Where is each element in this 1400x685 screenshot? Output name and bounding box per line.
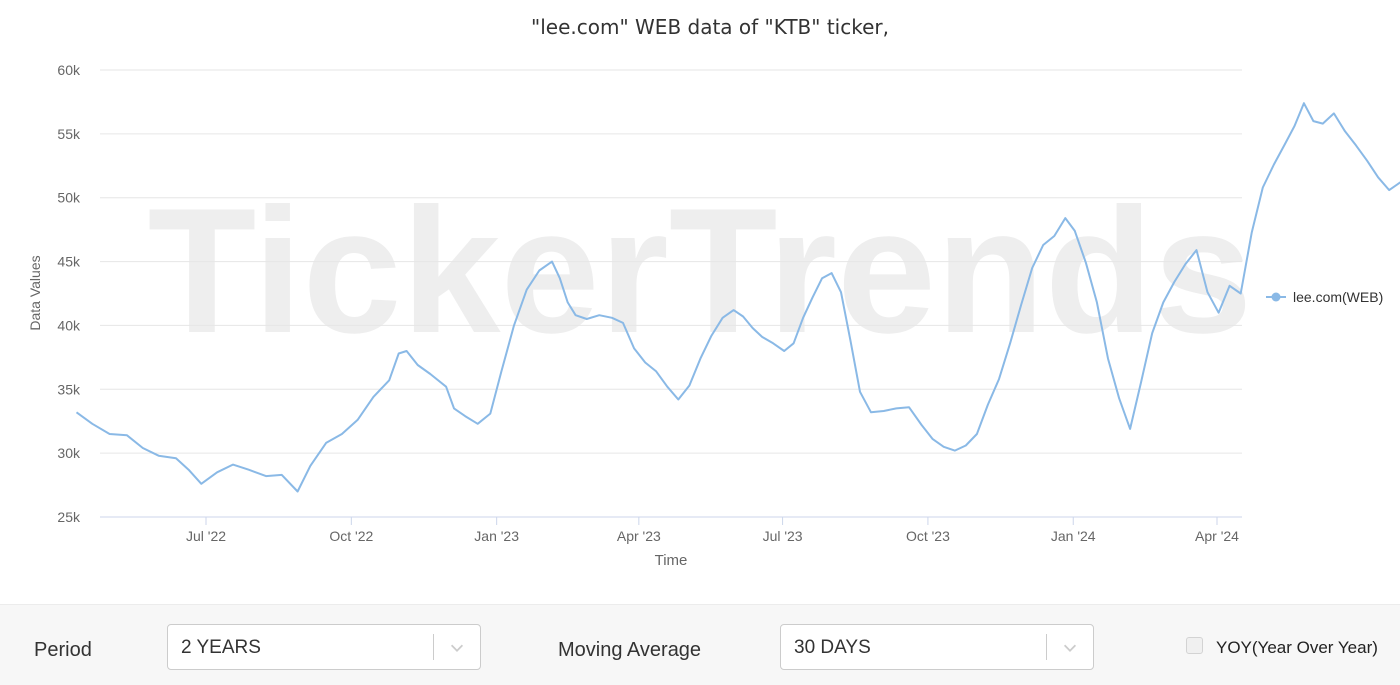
y-axis-ticks: 25k 30k 35k 40k 45k 50k 55k 60k: [57, 62, 81, 525]
y-tick-label: 60k: [57, 62, 81, 78]
moving-average-label: Moving Average: [558, 639, 701, 662]
controls-bar: Period 2 YEARS Moving Average 30 DAYS YO…: [0, 604, 1400, 685]
select-separator: [433, 634, 434, 660]
y-axis-label: Data Values: [27, 255, 43, 330]
y-tick-label: 50k: [57, 190, 81, 206]
moving-average-select-value: 30 DAYS: [794, 637, 871, 659]
period-select-value: 2 YEARS: [181, 637, 261, 659]
yoy-checkbox[interactable]: [1186, 637, 1203, 654]
y-tick-label: 40k: [57, 317, 81, 333]
x-tick-label: Apr '23: [617, 528, 661, 544]
period-select[interactable]: 2 YEARS: [167, 624, 481, 670]
x-tick-label: Jul '23: [763, 528, 803, 544]
chart-title: "lee.com" WEB data of "KTB" ticker,: [531, 15, 889, 39]
chart-area: TickerTrends 25k 30k 35k 40k 45k 50k 55k 60k Ju…: [0, 0, 1400, 604]
legend-marker: [1272, 293, 1281, 302]
line-chart: TickerTrends 25k 30k 35k 40k 45k 50k 55k 60k Ju…: [0, 0, 1400, 604]
legend-item[interactable]: lee.com(WEB): [1266, 289, 1383, 305]
y-tick-label: 30k: [57, 445, 81, 461]
y-tick-label: 25k: [57, 509, 81, 525]
yoy-checkbox-label[interactable]: YOY(Year Over Year): [1216, 638, 1378, 658]
x-axis: Jul '22 Oct '22 Jan '23 Apr '23 Jul '23 Oct '…: [100, 517, 1242, 544]
select-separator: [1046, 634, 1047, 660]
moving-average-select[interactable]: 30 DAYS: [780, 624, 1094, 670]
x-tick-label: Oct '22: [329, 528, 373, 544]
legend-label: lee.com(WEB): [1293, 289, 1383, 305]
period-label: Period: [34, 639, 92, 662]
y-tick-label: 45k: [57, 254, 81, 270]
watermark-text: TickerTrends: [148, 171, 1253, 370]
x-tick-label: Jan '24: [1051, 528, 1096, 544]
chevron-down-icon[interactable]: [1061, 639, 1079, 657]
grid-lines: [100, 70, 1242, 453]
chevron-down-icon[interactable]: [448, 639, 466, 657]
x-tick-label: Jan '23: [474, 528, 519, 544]
y-tick-label: 55k: [57, 126, 81, 142]
x-tick-label: Apr '24: [1195, 528, 1239, 544]
x-tick-label: Jul '22: [186, 528, 226, 544]
y-tick-label: 35k: [57, 381, 81, 397]
x-axis-label: Time: [655, 552, 688, 569]
x-tick-label: Oct '23: [906, 528, 950, 544]
